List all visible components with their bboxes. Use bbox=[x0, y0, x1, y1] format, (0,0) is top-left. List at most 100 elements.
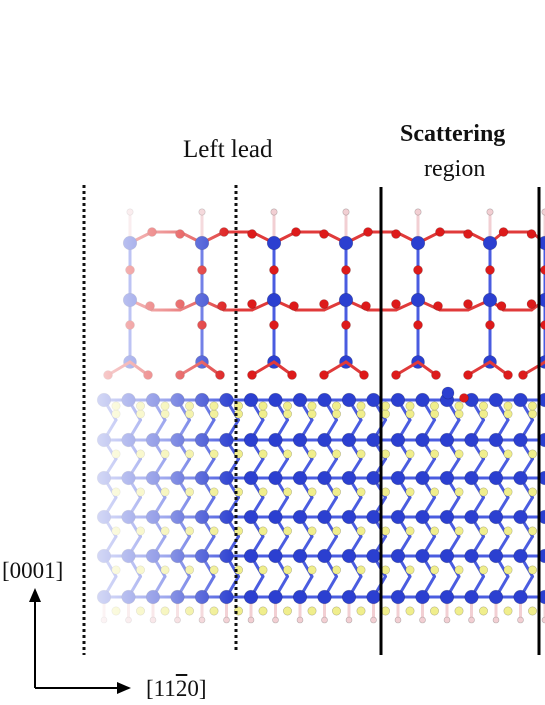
carbon-atom bbox=[282, 449, 292, 459]
silicon-atom bbox=[317, 432, 332, 448]
silicon-atom bbox=[513, 392, 528, 408]
hydrogen-atom bbox=[468, 616, 475, 624]
carbon-atom bbox=[454, 409, 464, 419]
carbon-atom bbox=[356, 487, 366, 497]
left-fade-overlay bbox=[86, 195, 236, 635]
silicon-atom bbox=[266, 235, 282, 251]
hydrogen-atom bbox=[517, 616, 524, 624]
carbon-atom bbox=[527, 487, 537, 497]
silicon-atom bbox=[415, 470, 430, 486]
silicon-atom bbox=[341, 548, 357, 564]
carbon-atom bbox=[527, 565, 537, 575]
carbon-atom bbox=[258, 526, 268, 536]
silicon-atom bbox=[390, 432, 406, 448]
silicon-atom bbox=[415, 509, 430, 525]
hydrogen-atom bbox=[296, 616, 304, 624]
carbon-atom bbox=[478, 409, 488, 419]
hydrogen-atom bbox=[414, 208, 422, 216]
carbon-atom bbox=[405, 606, 415, 616]
oxygen-atom bbox=[247, 299, 257, 309]
carbon-atom bbox=[282, 606, 292, 616]
carbon-atom bbox=[503, 409, 513, 419]
silicon-atom bbox=[243, 470, 259, 486]
carbon-atom bbox=[454, 449, 464, 459]
oxygen-atom bbox=[391, 299, 401, 309]
silicon-atom bbox=[488, 509, 504, 525]
silicon-atom bbox=[410, 292, 426, 308]
carbon-atom bbox=[527, 401, 537, 411]
hydrogen-atom bbox=[394, 616, 402, 624]
oxygen-atom bbox=[341, 265, 351, 275]
oxygen-atom bbox=[291, 227, 301, 237]
axis-x-suffix: 0] bbox=[187, 676, 207, 701]
silicon-atom bbox=[488, 589, 504, 605]
silicon-atom bbox=[415, 392, 430, 408]
silicon-atom bbox=[317, 392, 332, 408]
carbon-atom bbox=[282, 409, 292, 419]
hydrogen-atom bbox=[443, 616, 451, 624]
silicon-atom bbox=[513, 432, 528, 448]
carbon-atom bbox=[331, 526, 341, 536]
oxygen-atom bbox=[498, 227, 509, 237]
carbon-atom bbox=[478, 487, 488, 497]
silicon-atom bbox=[482, 235, 498, 251]
silicon-atom bbox=[268, 548, 283, 564]
silicon-atom bbox=[268, 589, 283, 605]
silicon-atom bbox=[482, 292, 498, 308]
carbon-atom bbox=[356, 606, 366, 616]
carbon-atom bbox=[380, 401, 390, 411]
carbon-atom bbox=[429, 401, 439, 411]
carbon-atom bbox=[258, 487, 268, 497]
oxygen-atom bbox=[391, 229, 401, 239]
carbon-atom bbox=[331, 487, 341, 497]
silicon-atom bbox=[268, 392, 283, 408]
silicon-atom bbox=[243, 548, 259, 564]
silicon-atom bbox=[317, 509, 332, 525]
oxygen-atom bbox=[526, 299, 537, 309]
carbon-atom bbox=[503, 606, 513, 616]
oxygen-atom bbox=[431, 370, 441, 380]
silicon-atom bbox=[513, 509, 528, 525]
carbon-atom bbox=[356, 565, 366, 575]
oxygen-atom bbox=[540, 265, 545, 275]
oxygen-atom bbox=[363, 227, 373, 237]
scattering-label-line1: Scattering bbox=[400, 121, 506, 147]
oxygen-atom bbox=[391, 370, 401, 380]
carbon-atom bbox=[380, 606, 390, 616]
carbon-atom bbox=[356, 409, 366, 419]
hydrogen-atom bbox=[247, 616, 255, 624]
carbon-atom bbox=[478, 449, 488, 459]
silicon-atom bbox=[464, 589, 479, 605]
carbon-atom bbox=[405, 401, 415, 411]
silicon-atom bbox=[292, 509, 308, 525]
oxygen-atom bbox=[287, 370, 297, 380]
hydrogen-atom bbox=[492, 616, 500, 624]
carbon-atom bbox=[307, 565, 317, 575]
oxygen-atom bbox=[319, 370, 329, 380]
carbon-atom bbox=[282, 487, 292, 497]
silicon-atom bbox=[292, 392, 308, 408]
carbon-atom bbox=[478, 565, 488, 575]
silicon-atom bbox=[292, 548, 308, 564]
hydrogen-atom bbox=[419, 616, 426, 624]
oxygen-atom bbox=[463, 229, 473, 239]
oxygen-atom bbox=[247, 370, 257, 380]
carbon-atom bbox=[405, 409, 415, 419]
silicon-atom bbox=[464, 432, 479, 448]
oxygen-atom bbox=[518, 370, 528, 380]
silicon-atom bbox=[441, 386, 455, 400]
carbon-atom bbox=[258, 449, 268, 459]
carbon-atom bbox=[527, 606, 537, 616]
silicon-atom bbox=[439, 548, 455, 564]
region-boundaries bbox=[82, 185, 541, 655]
carbon-atom bbox=[258, 409, 268, 419]
carbon-atom bbox=[454, 606, 464, 616]
silicon-atom bbox=[390, 509, 406, 525]
silicon-atom bbox=[488, 432, 504, 448]
silicon-atom bbox=[390, 470, 406, 486]
axis-horizontal-arrowhead bbox=[117, 682, 131, 694]
silicon-atom bbox=[464, 548, 479, 564]
oxygen-atom bbox=[503, 370, 513, 380]
silicon-atom bbox=[415, 548, 430, 564]
fade-rect bbox=[86, 195, 236, 635]
